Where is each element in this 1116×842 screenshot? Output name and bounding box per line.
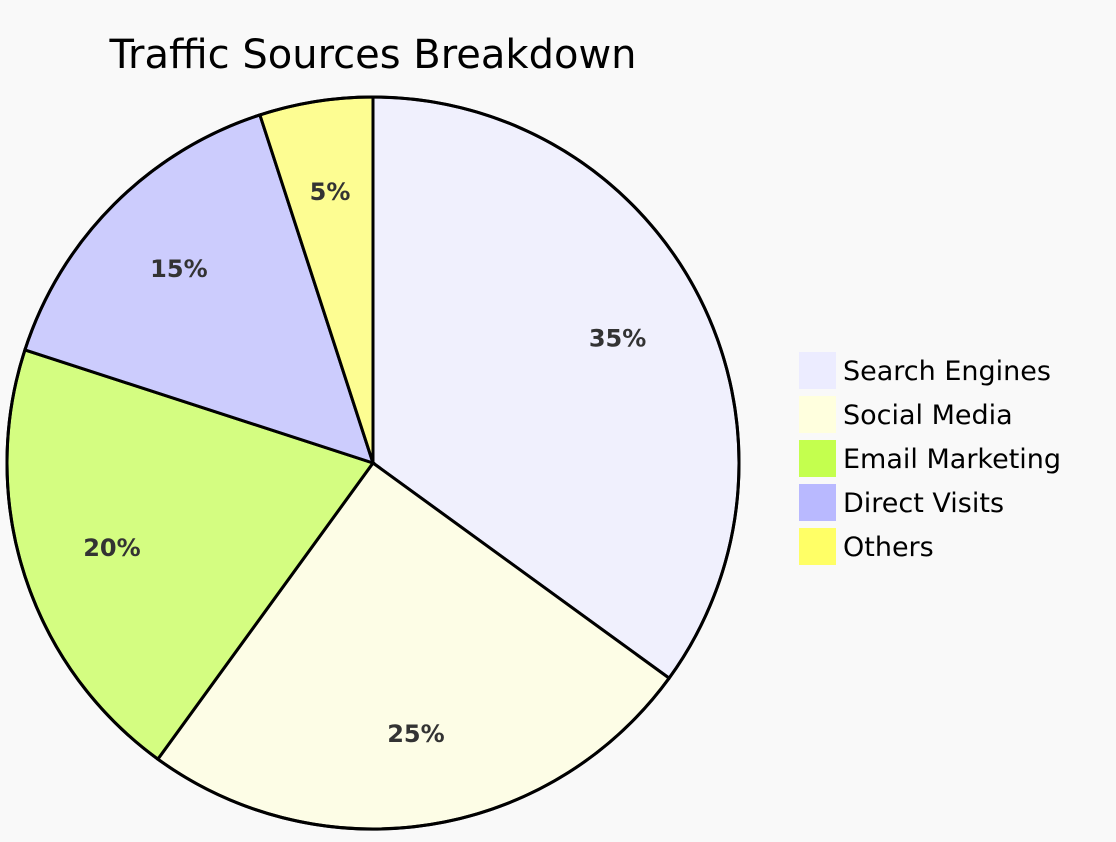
slice-label: 35% bbox=[589, 324, 646, 352]
legend-swatch bbox=[799, 528, 836, 565]
legend-item: Search Engines bbox=[799, 352, 1051, 389]
legend-swatch bbox=[799, 352, 836, 389]
legend-item: Email Marketing bbox=[799, 440, 1061, 477]
legend-label: Search Engines bbox=[843, 356, 1051, 387]
legend-label: Social Media bbox=[843, 400, 1013, 431]
legend-item: Social Media bbox=[799, 396, 1013, 433]
chart-title: Traffic Sources Breakdown bbox=[108, 32, 636, 78]
legend-swatch bbox=[799, 484, 836, 521]
slice-label: 5% bbox=[310, 178, 351, 206]
legend-label: Others bbox=[843, 532, 934, 563]
slice-label: 20% bbox=[83, 534, 140, 562]
legend-swatch bbox=[799, 440, 836, 477]
legend-item: Others bbox=[799, 528, 934, 565]
legend-item: Direct Visits bbox=[799, 484, 1004, 521]
legend-label: Direct Visits bbox=[843, 488, 1004, 519]
pie-outline bbox=[5, 95, 741, 831]
slice-label: 25% bbox=[387, 720, 444, 748]
legend-swatch bbox=[799, 396, 836, 433]
slice-label: 15% bbox=[150, 255, 207, 283]
legend-label: Email Marketing bbox=[843, 444, 1061, 475]
